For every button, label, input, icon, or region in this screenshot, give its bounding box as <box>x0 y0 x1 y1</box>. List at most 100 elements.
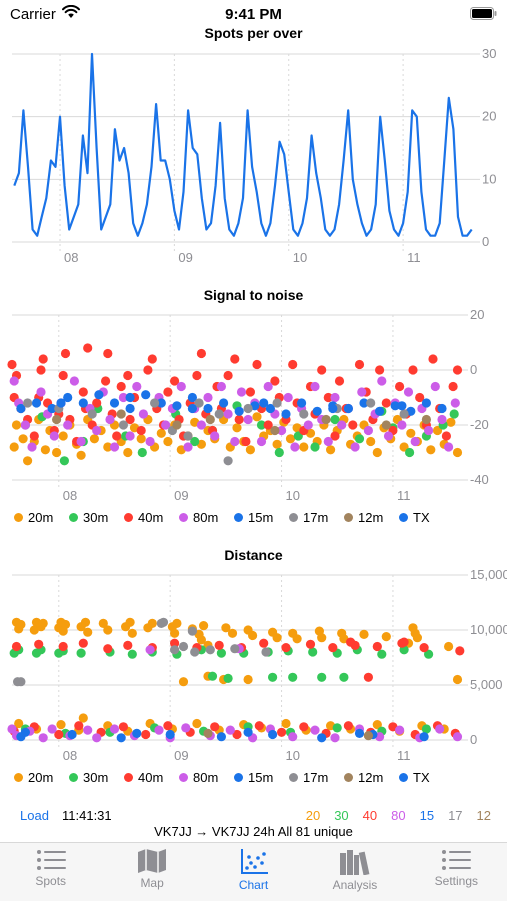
scatter-point <box>7 724 17 734</box>
load-button[interactable]: Load <box>20 808 49 823</box>
legend-label: 15m <box>248 510 274 525</box>
scatter-point <box>428 354 438 364</box>
scatter-point <box>163 436 173 447</box>
scatter-point <box>210 722 220 732</box>
scatter-point <box>419 643 429 653</box>
tab-label-settings: Settings <box>434 874 478 888</box>
x-tick-label: 08 <box>64 250 78 265</box>
scatter-point <box>196 348 206 359</box>
scatter-point <box>14 718 24 729</box>
legend-item: 20m <box>14 510 53 525</box>
tab-settings[interactable]: Settings <box>406 843 507 901</box>
scatter-point <box>268 729 278 740</box>
legend-label: 80m <box>193 510 219 525</box>
scatter-point <box>103 644 113 654</box>
y-tick-label: 10 <box>482 171 496 186</box>
scatter-point <box>415 392 425 403</box>
scatter-point <box>147 354 157 364</box>
scatter-point <box>225 725 235 735</box>
tab-analysis[interactable]: Analysis <box>304 843 405 901</box>
y-tick-label: 0 <box>470 732 477 747</box>
scatter-point <box>219 398 229 408</box>
band-filter-12[interactable]: 12 <box>476 808 491 823</box>
scatter-point <box>348 420 358 430</box>
band-filter-20[interactable]: 20 <box>305 808 321 823</box>
scatter-point <box>421 724 431 734</box>
scatter-point <box>323 436 333 447</box>
scatter-point <box>230 354 240 364</box>
x-tick-label: 10 <box>286 748 300 763</box>
scatter-point <box>196 420 206 430</box>
band-filter-40[interactable]: 40 <box>362 808 378 823</box>
scatter-point <box>297 398 307 408</box>
band-filter-15[interactable]: 15 <box>419 808 435 823</box>
scatter-point <box>363 731 373 741</box>
scatter-point <box>395 381 405 392</box>
scatter-point <box>288 732 298 742</box>
scatter-point <box>259 398 269 408</box>
scatter-point <box>354 359 365 370</box>
scatter-point <box>192 718 202 729</box>
scatter-point <box>89 434 99 444</box>
scatter-point <box>69 376 79 386</box>
scatter-point <box>403 387 414 397</box>
scatter-point <box>9 442 19 452</box>
scatter-point <box>424 425 434 436</box>
tab-label-analysis: Analysis <box>332 878 378 892</box>
legend-swatch <box>399 773 408 782</box>
scatter-point <box>172 420 182 430</box>
scatter-point <box>83 627 93 637</box>
chart-title-distance: Distance <box>224 547 283 563</box>
scatter-point <box>29 431 39 441</box>
legend-item: 17m <box>289 770 328 785</box>
legend-label: 17m <box>303 510 329 525</box>
tab-spots[interactable]: Spots <box>0 843 101 901</box>
x-tick-label: 09 <box>178 250 192 265</box>
scatter-point <box>199 621 209 631</box>
scatter-point <box>346 637 356 647</box>
tab-chart[interactable]: Chart <box>203 843 304 901</box>
scatter-point <box>299 409 309 419</box>
scatter-point <box>34 639 44 649</box>
scatter-point <box>450 398 460 408</box>
scatter-point <box>23 398 33 408</box>
chart-title-spots: Spots per over <box>204 25 303 41</box>
scatter-point <box>47 403 57 414</box>
legend-item: 80m <box>179 770 218 785</box>
scatter-point <box>321 414 331 425</box>
scatter-point <box>170 628 180 638</box>
scatter-point <box>216 648 226 658</box>
band-filter-17[interactable]: 17 <box>448 808 463 823</box>
legend-swatch <box>399 513 408 522</box>
scatter-point <box>116 733 126 743</box>
scatter-point <box>274 447 284 458</box>
band-filter-30[interactable]: 30 <box>334 808 349 823</box>
legend-label: TX <box>413 510 430 525</box>
tab-map[interactable]: Map <box>101 843 202 901</box>
scatter-point <box>452 674 463 685</box>
scatter-point <box>141 390 151 400</box>
scatter-point <box>261 647 271 657</box>
scatter-point <box>58 641 68 652</box>
scatter-point <box>109 398 120 408</box>
scatter-point <box>210 431 220 441</box>
scatter-point <box>288 359 298 370</box>
scatter-point <box>272 439 282 449</box>
scatter-point <box>127 628 137 638</box>
scatter-point <box>16 619 26 630</box>
scatter-point <box>310 442 320 452</box>
scatter-point <box>397 420 407 430</box>
scatter-point <box>103 442 113 452</box>
scatter-point <box>58 431 68 441</box>
scatter-point <box>11 420 22 430</box>
scatter-point <box>377 649 387 659</box>
band-filter-80[interactable]: 80 <box>391 808 406 823</box>
scatter-point <box>176 381 186 392</box>
scatter-point <box>170 645 180 655</box>
scatter-point <box>243 727 253 737</box>
scatter-point <box>187 392 197 403</box>
scatter-point <box>441 431 451 441</box>
scatter-point <box>339 672 349 682</box>
scatter-point <box>16 403 26 414</box>
legend-item: 12m <box>344 510 383 525</box>
